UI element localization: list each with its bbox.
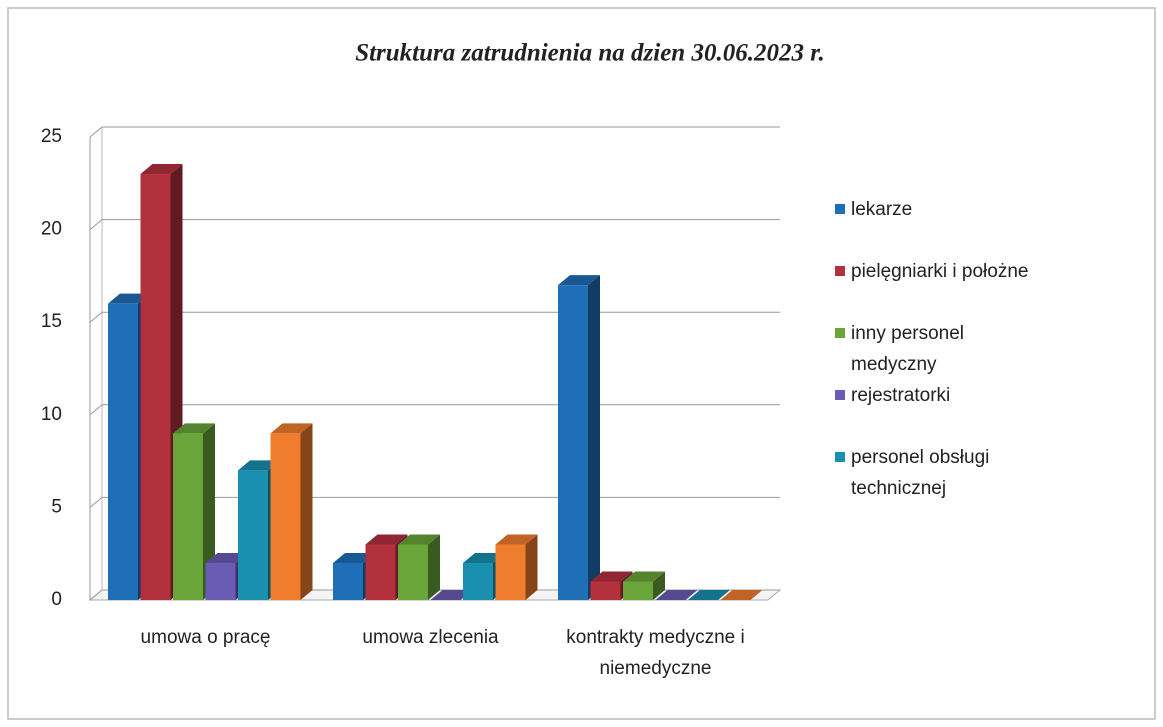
legend-label: rejestratorki — [851, 385, 951, 406]
bar-front — [238, 470, 268, 600]
bar-side — [525, 534, 538, 600]
legend-label: lekarze — [851, 199, 913, 220]
bar-front — [463, 562, 493, 600]
x-tick-label: umowa o pracę — [140, 627, 271, 648]
bar-top — [140, 164, 183, 175]
bar — [720, 590, 763, 600]
bar — [140, 164, 183, 601]
bar-front — [398, 544, 428, 600]
legend-swatch — [835, 452, 845, 462]
bar — [655, 590, 698, 600]
bar — [558, 275, 600, 600]
legend-item: lekarze — [835, 194, 1035, 225]
bar — [430, 590, 473, 600]
legend-item: rejestratorki — [835, 380, 1035, 411]
bar-side — [428, 534, 440, 600]
bar-top — [173, 423, 215, 434]
y-tick-label: 25 — [41, 126, 62, 147]
bar-top — [238, 460, 280, 471]
bar-top — [365, 534, 408, 545]
bar-side — [653, 571, 665, 600]
y-tick-label: 10 — [41, 404, 62, 425]
bar-top — [655, 590, 698, 600]
legend-swatch — [835, 390, 845, 400]
bar — [688, 590, 730, 600]
bar-side — [203, 423, 215, 600]
bar-top — [558, 275, 600, 286]
grid-line-side — [89, 311, 103, 323]
grid-line-side — [89, 497, 103, 508]
y-tick-label: 0 — [51, 589, 62, 610]
bar-top — [108, 293, 150, 304]
bar-front — [495, 544, 526, 600]
legend-swatch — [835, 204, 845, 214]
bar-top — [495, 534, 538, 545]
grid-line-side — [89, 404, 103, 416]
bar — [398, 534, 440, 600]
x-tick-label: umowa zlecenia — [362, 627, 499, 648]
bar-front — [205, 562, 236, 600]
x-tick-label: kontrakty medyczne i niemedyczne — [566, 627, 745, 679]
legend-item: pielęgniarki i położne — [835, 256, 1035, 287]
bar-top — [590, 571, 633, 582]
legend-label: pielęgniarki i położne — [851, 261, 1029, 282]
legend-label: personel obsługi technicznej — [851, 447, 990, 499]
legend-label: inny personel medyczny — [851, 323, 965, 375]
chart-title: Struktura zatrudnienia na dzien 30.06.20… — [355, 40, 825, 67]
bar-front — [108, 303, 138, 600]
bar — [333, 552, 375, 600]
bar — [623, 571, 665, 600]
bar — [270, 423, 313, 600]
grid-line-side — [89, 589, 103, 601]
grid-line-side — [89, 219, 103, 230]
bar-top — [623, 571, 665, 582]
y-tick-label: 15 — [41, 311, 62, 332]
bar-front — [590, 581, 621, 600]
bar-side — [300, 423, 313, 600]
bar — [173, 423, 215, 600]
bar-top — [688, 590, 730, 600]
bar-front — [333, 562, 363, 600]
bar-front — [270, 433, 301, 600]
legend-item: inny personel medyczny — [835, 318, 1035, 380]
bar — [495, 534, 538, 600]
y-tick-label: 20 — [41, 219, 62, 240]
bar-top — [720, 590, 763, 600]
bar-front — [365, 544, 396, 600]
legend-item: personel obsługi technicznej — [835, 442, 1035, 504]
legend-swatch — [835, 328, 845, 338]
bar-front — [623, 581, 653, 600]
bar-front — [558, 285, 588, 600]
bar-top — [430, 590, 473, 600]
grid-line-side — [89, 126, 103, 138]
legend-swatch — [835, 266, 845, 276]
bar-front — [140, 174, 171, 601]
bar-top — [398, 534, 440, 545]
chart-frame — [7, 7, 1156, 720]
bar-front — [173, 433, 203, 600]
bar-side — [588, 275, 600, 600]
bar-top — [463, 552, 505, 563]
bar-top — [333, 552, 375, 563]
bar-top — [205, 552, 248, 563]
bar-top — [270, 423, 313, 434]
y-tick-label: 5 — [51, 496, 62, 517]
